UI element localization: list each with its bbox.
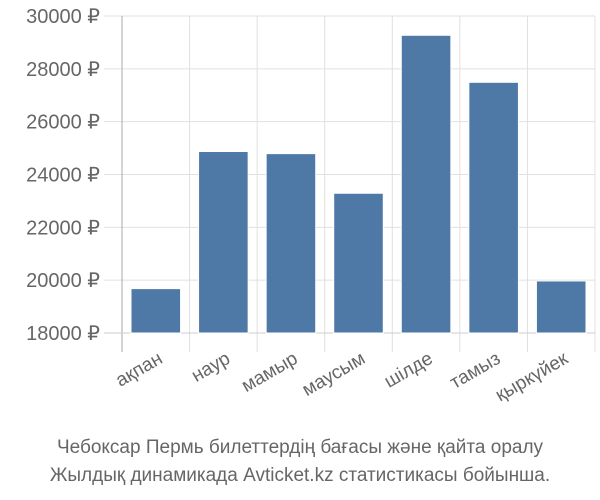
bar-маусым bbox=[333, 192, 384, 334]
y-tick-label: 18000 ₽ bbox=[26, 323, 100, 345]
bar-ақпан bbox=[130, 288, 182, 334]
bar-chart: 18000 ₽ 20000 ₽ 22000 ₽ 24000 ₽ 26000 ₽ 28000… bbox=[26, 6, 596, 406]
bar-қыркүйек bbox=[535, 280, 587, 334]
x-tick-label: наур bbox=[188, 348, 234, 387]
y-tick-label: 24000 ₽ bbox=[26, 165, 100, 187]
y-tick-label: 22000 ₽ bbox=[26, 217, 100, 239]
caption-line-2: Жылдық динамикада Avticket.kz статистика… bbox=[49, 465, 551, 486]
chart-caption: Чебоксар Пермь билеттердің бағасы және қ… bbox=[0, 434, 600, 490]
bar-тамыз bbox=[468, 81, 519, 334]
y-tick-label: 26000 ₽ bbox=[26, 112, 100, 134]
x-tick-label: ақпан bbox=[112, 348, 166, 391]
x-tick-label: мамыр bbox=[238, 348, 301, 397]
x-tick-label: маусым bbox=[299, 348, 369, 401]
caption-line-1: Чебоксар Пермь билеттердің бағасы және қ… bbox=[56, 437, 544, 458]
bar-мамыр bbox=[265, 153, 317, 334]
bar-наур bbox=[198, 151, 249, 334]
bar-шілде bbox=[400, 34, 452, 334]
y-tick-label: 20000 ₽ bbox=[26, 270, 100, 292]
x-tick-label: қыркүйек bbox=[492, 348, 572, 406]
y-tick-label: 28000 ₽ bbox=[26, 59, 100, 81]
x-tick-label: шілде bbox=[381, 348, 437, 392]
y-tick-label: 30000 ₽ bbox=[26, 6, 100, 28]
